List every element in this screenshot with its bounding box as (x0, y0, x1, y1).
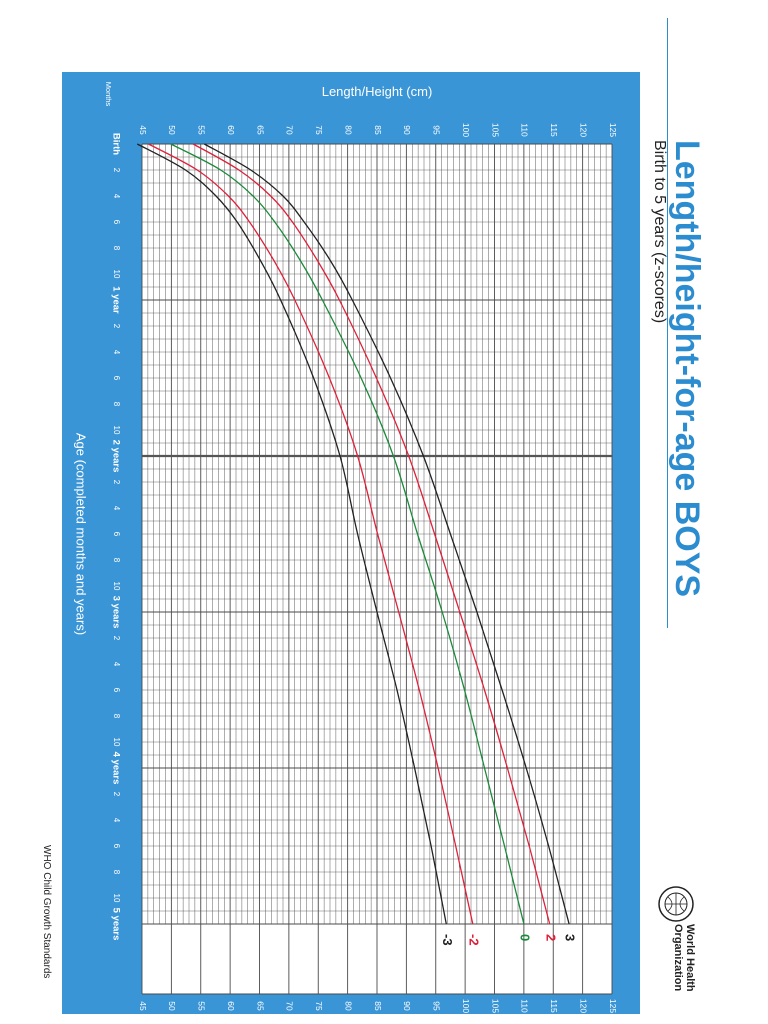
x-tick-label: 6 (112, 376, 121, 381)
x-tick-label: 4 (112, 506, 121, 511)
y-tick-top: 115 (549, 123, 559, 137)
x-tick-label: 6 (112, 844, 121, 849)
x-tick-label: 6 (112, 688, 121, 693)
chart-title: Length/height-for-age BOYS (668, 140, 706, 598)
zscore-label-0: 0 (517, 934, 532, 941)
y-tick-bottom: 125 (608, 999, 618, 1013)
who-name-line2: Organization (672, 924, 684, 992)
y-tick-bottom: 60 (226, 1001, 236, 1011)
x-tick-label: 10 (112, 894, 121, 903)
who-name-line1: World Health (684, 924, 696, 992)
who-emblem-icon (658, 886, 694, 922)
zscore-label-3: 3 (563, 934, 578, 941)
y-tick-top: 60 (226, 125, 236, 135)
standards-label: WHO Child Growth Standards (41, 845, 52, 979)
y-tick-bottom: 120 (578, 999, 588, 1013)
y-tick-bottom: 80 (343, 1001, 353, 1011)
y-tick-top: 55 (197, 125, 207, 135)
x-tick-label: 4 (112, 662, 121, 667)
y-tick-top: 100 (461, 123, 471, 137)
y-tick-bottom: 75 (314, 1001, 324, 1011)
y-tick-top: 50 (167, 125, 177, 135)
x-tick-label: 4 (112, 194, 121, 199)
chart-subtitle: Birth to 5 years (z-scores) (651, 140, 668, 324)
x-tick-label: 4 (112, 818, 121, 823)
growth-chart: 320-2-3454550505555606065657070757580808… (74, 82, 618, 1014)
zscore-line-3 (203, 143, 570, 925)
y-tick-bottom: 115 (549, 999, 559, 1013)
x-tick-label: 2 (112, 168, 121, 173)
y-tick-top: 105 (490, 123, 500, 137)
months-label: Months (104, 82, 113, 107)
y-tick-top: 80 (343, 125, 353, 135)
zscore-line-2 (192, 143, 551, 925)
y-tick-top: 75 (314, 125, 324, 135)
y-tick-bottom: 110 (520, 999, 530, 1013)
x-tick-label: 4 years (110, 752, 121, 785)
y-tick-top: 90 (402, 125, 412, 135)
x-tick-label: 8 (112, 402, 121, 407)
x-tick-label: 10 (112, 426, 121, 435)
y-tick-top: 95 (432, 125, 442, 135)
x-tick-label: 2 years (110, 440, 121, 473)
y-tick-bottom: 70 (285, 1001, 295, 1011)
x-tick-label: 10 (112, 582, 121, 591)
y-tick-top: 85 (373, 125, 383, 135)
y-tick-bottom: 45 (138, 1001, 148, 1011)
y-tick-bottom: 100 (461, 999, 471, 1013)
x-tick-label: 8 (112, 246, 121, 251)
x-tick-label: 6 (112, 532, 121, 537)
x-tick-label: 4 (112, 350, 121, 355)
x-tick-label: 2 (112, 792, 121, 797)
zscore-label-2: 2 (543, 934, 558, 941)
y-tick-bottom: 90 (402, 1001, 412, 1011)
x-tick-label: 10 (112, 738, 121, 747)
x-tick-label: 8 (112, 870, 121, 875)
y-tick-top: 110 (520, 123, 530, 137)
y-axis-title: Length/Height (cm) (322, 84, 433, 99)
zscore-line-0 (170, 143, 525, 925)
x-tick-label: 5 years (110, 908, 121, 941)
y-tick-bottom: 85 (373, 1001, 383, 1011)
y-tick-top: 65 (255, 125, 265, 135)
x-tick-label: 8 (112, 714, 121, 719)
zscore-label--2: -2 (466, 934, 481, 946)
x-tick-label: 8 (112, 558, 121, 563)
y-tick-top: 70 (285, 125, 295, 135)
y-tick-bottom: 105 (490, 999, 500, 1013)
x-tick-label: 6 (112, 220, 121, 225)
x-tick-label: 3 years (110, 596, 121, 629)
title-rule (667, 18, 668, 628)
who-name: World Health Organization (672, 924, 696, 992)
zscore-label--3: -3 (440, 934, 455, 946)
y-tick-top: 125 (608, 123, 618, 137)
chart-frame: 3 2 0 -2 -3 45 45 50 50 55 55 60 60 65 65 70 70 75 75 80 80 8… (62, 72, 640, 1014)
x-axis-title: Age (completed months and years) (74, 433, 89, 635)
y-tick-bottom: 95 (432, 1001, 442, 1011)
zscore-line--3 (136, 143, 447, 925)
y-tick-top: 45 (138, 125, 148, 135)
x-tick-label: 2 (112, 324, 121, 329)
y-tick-bottom: 55 (197, 1001, 207, 1011)
x-tick-label: 2 (112, 480, 121, 485)
y-tick-bottom: 65 (255, 1001, 265, 1011)
x-tick-label: 10 (112, 270, 121, 279)
y-tick-top: 120 (578, 123, 588, 137)
x-tick-label: Birth (110, 133, 121, 155)
y-tick-bottom: 50 (167, 1001, 177, 1011)
zscore-line--2 (148, 143, 474, 925)
x-tick-label: 1 year (110, 286, 121, 314)
x-tick-label: 2 (112, 636, 121, 641)
